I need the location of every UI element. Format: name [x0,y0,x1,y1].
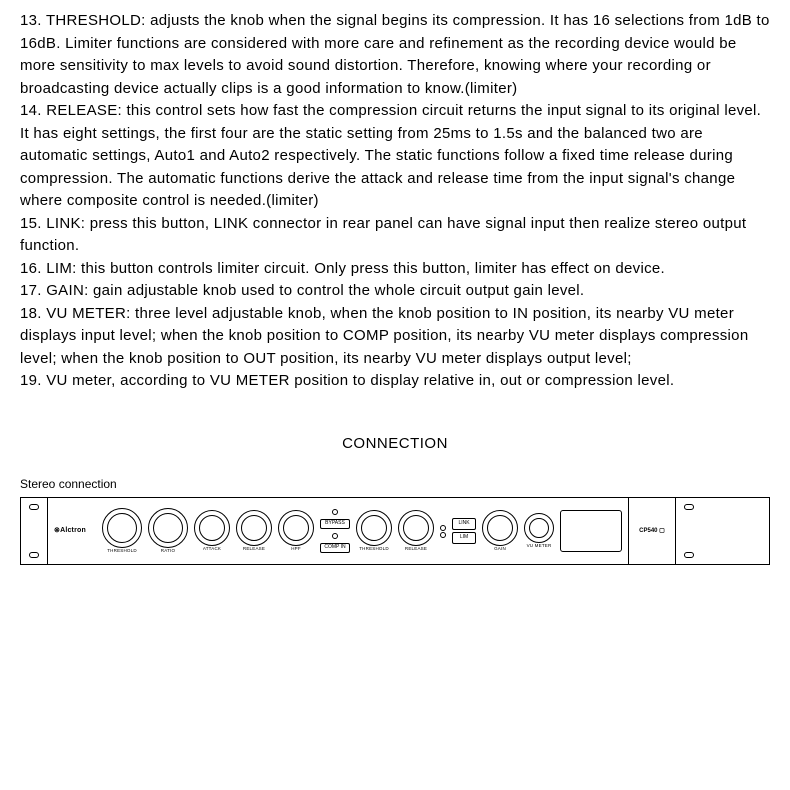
knob-label: RELEASE [405,547,427,552]
rack-hole-icon [29,552,39,558]
panel-divider [675,498,676,564]
connection-heading: CONNECTION [20,433,770,456]
para-19: 19. VU meter, according to VU METER posi… [20,370,770,393]
panel-divider [628,498,629,564]
rack-hole-icon [29,504,39,510]
lim-button: LIM [452,532,476,544]
knob-icon [148,508,188,548]
knob-icon [482,510,518,546]
model-label: CP540 ▢ [635,527,669,536]
knob-label: THRESHOLD [107,549,137,554]
comp-in-button: COMP IN [320,543,350,553]
rack-hole-icon [684,552,694,558]
knob-icon [398,510,434,546]
knob-label: HPF [291,547,301,552]
knob-label: RELEASE [243,547,265,552]
knob-release: RELEASE [236,510,272,552]
knob-label: THRESHOLD [359,547,389,552]
knob-icon [194,510,230,546]
brand-label: ⊗Alctron [54,526,96,537]
led-icon [332,509,338,515]
led-icon [332,533,338,539]
led-icon [440,525,446,531]
knob-gain: GAIN [482,510,518,552]
knob-threshold-lim: THRESHOLD [356,510,392,552]
knob-release-lim: RELEASE [398,510,434,552]
knob-icon [524,513,554,543]
stereo-connection-label: Stereo connection [20,475,770,493]
knob-icon [236,510,272,546]
link-button: LINK [452,518,476,530]
knob-icon [356,510,392,546]
knob-hpf: HPF [278,510,314,552]
knob-ratio: RATIO [148,508,188,554]
para-15: 15. LINK: press this button, LINK connec… [20,213,770,258]
knob-threshold: THRESHOLD [102,508,142,554]
knob-label: ATTACK [203,547,221,552]
para-13: 13. THRESHOLD: adjusts the knob when the… [20,10,770,100]
right-button-stack: LINK LIM [452,518,476,544]
panel-divider [47,498,48,564]
para-17: 17. GAIN: gain adjustable knob used to c… [20,280,770,303]
rack-hole-icon [684,504,694,510]
vu-meter-display [560,510,622,552]
para-18: 18. VU METER: three level adjustable kno… [20,303,770,371]
rack-ear-right [682,498,696,564]
bypass-button: BYPASS [320,519,350,529]
knob-label: GAIN [494,547,506,552]
knob-icon [278,510,314,546]
knob-label: RATIO [161,549,175,554]
para-14: 14. RELEASE: this control sets how fast … [20,100,770,213]
led-icon [440,532,446,538]
knob-label: VU METER [527,544,552,549]
knob-icon [102,508,142,548]
rack-ear-left [27,498,41,564]
center-button-stack: BYPASS COMP IN [320,509,350,553]
knob-release-small [440,525,446,538]
para-16: 16. LIM: this button controls limiter ci… [20,258,770,281]
knob-attack: ATTACK [194,510,230,552]
device-front-panel: ⊗Alctron THRESHOLD RATIO ATTACK RELEASE … [20,497,770,565]
knob-vu-meter: VU METER [524,513,554,549]
manual-body-text: 13. THRESHOLD: adjusts the knob when the… [20,10,770,393]
